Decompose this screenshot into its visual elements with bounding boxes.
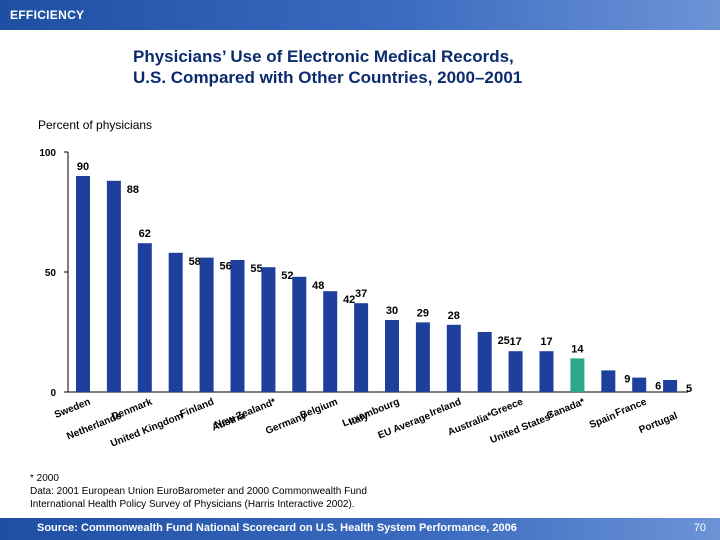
bar [323, 291, 338, 392]
footnote-line-1: * 2000 [30, 473, 59, 484]
footnote-line-3: International Health Policy Survey of Ph… [30, 499, 355, 510]
bar-value-label: 55 [250, 263, 262, 275]
bar [168, 252, 183, 392]
bar [261, 267, 276, 392]
bar [106, 180, 121, 392]
bar-value-label: 14 [571, 343, 584, 355]
y-tick-label: 0 [50, 388, 56, 399]
bar-value-label: 28 [448, 310, 460, 322]
bar-value-label: 52 [281, 270, 293, 282]
category-label: Ireland [428, 397, 463, 419]
footnote: * 2000 Data: 2001 European Union EuroBar… [30, 472, 367, 511]
header-bar: EFFICIENCY [0, 0, 720, 30]
category-label: Finland [179, 397, 216, 421]
bar-value-label: 88 [127, 184, 139, 196]
y-tick-label: 100 [39, 148, 56, 159]
bar-value-label: 48 [312, 280, 324, 292]
bar [354, 303, 369, 392]
category-label: France [614, 396, 649, 419]
bar-value-label: 6 [655, 381, 661, 393]
bar-value-label: 62 [139, 228, 151, 240]
bar-value-label: 90 [77, 161, 89, 173]
y-axis-label: Percent of physicians [38, 118, 153, 132]
bar [137, 243, 152, 392]
title-line-2: U.S. Compared with Other Countries, 2000… [133, 68, 523, 87]
category-label: Sweden [53, 397, 92, 421]
bar [570, 358, 585, 392]
bar-value-label: 58 [189, 256, 201, 268]
bar-value-label: 42 [343, 294, 355, 306]
category-label: Denmark [110, 396, 154, 422]
chart-title: Physicians’ Use of Electronic Medical Re… [133, 46, 653, 88]
bar-chart: 05010090Sweden88Netherlands62Denmark58Un… [39, 148, 692, 450]
category-label: Australia* [446, 411, 494, 439]
bar-value-label: 30 [386, 305, 398, 317]
category-label: Belgium [299, 397, 340, 422]
bar [385, 320, 399, 392]
bar-value-label: 25 [498, 335, 510, 347]
bar-value-label: 9 [624, 373, 630, 385]
page-number: 70 [693, 522, 706, 534]
bar-value-label: 17 [540, 336, 552, 348]
bar [76, 176, 90, 392]
bar [199, 257, 214, 392]
bar [632, 377, 647, 392]
title-line-1: Physicians’ Use of Electronic Medical Re… [133, 47, 514, 66]
footnote-line-2: Data: 2001 European Union EuroBarometer … [30, 486, 367, 497]
category-label: Greece [489, 396, 525, 419]
footer-bar: Source: Commonwealth Fund National Score… [0, 518, 720, 540]
bar-value-label: 5 [686, 383, 692, 395]
y-tick-label: 50 [45, 268, 57, 279]
category-label: Canada* [545, 397, 586, 422]
bar [539, 351, 554, 392]
bar-value-label: 17 [509, 336, 521, 348]
bar-value-label: 29 [417, 307, 429, 319]
bar [230, 260, 245, 392]
bar-value-label: 56 [219, 261, 231, 273]
bar [446, 324, 461, 392]
bar [508, 351, 523, 392]
bar-value-label: 37 [355, 288, 367, 300]
bar [415, 322, 430, 392]
bar [292, 276, 307, 392]
category-label: Portugal [637, 411, 679, 436]
footer-source: Source: Commonwealth Fund National Score… [37, 522, 517, 534]
bar [663, 380, 678, 392]
bar [477, 332, 492, 392]
section-label: EFFICIENCY [10, 8, 85, 22]
bar [601, 370, 616, 392]
category-label: EU Average [377, 410, 433, 441]
category-label: Spain [588, 411, 617, 431]
